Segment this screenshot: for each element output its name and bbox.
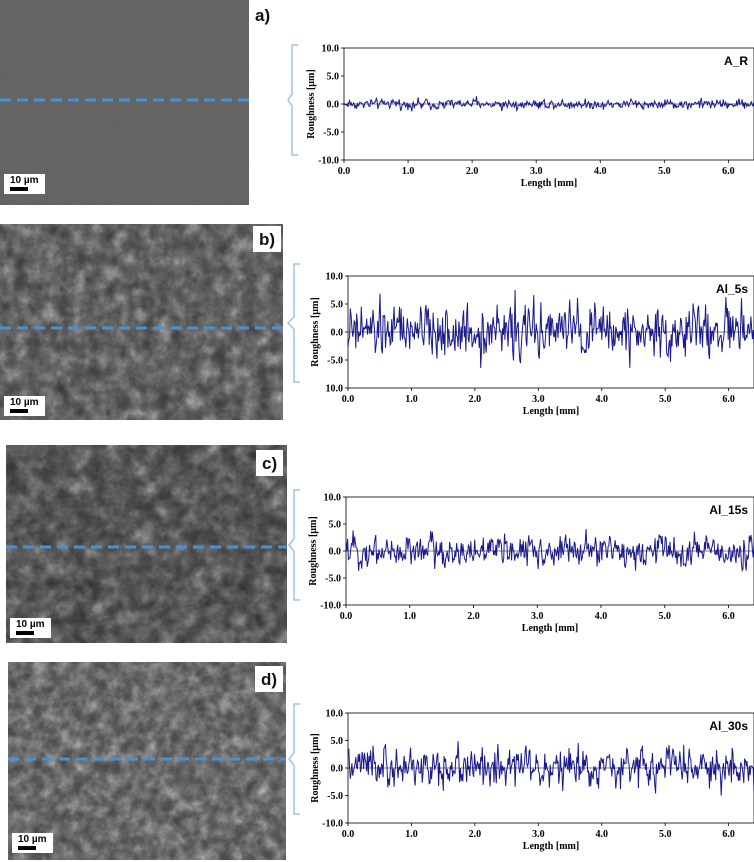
panel-label-b: b): [253, 226, 282, 252]
x-tick-label: 1.0: [405, 829, 418, 840]
x-tick-label: 3.0: [532, 829, 545, 840]
roughness-trace: [343, 96, 754, 113]
x-tick-label: 3.0: [530, 166, 543, 177]
y-tick-label: -5.0: [323, 128, 339, 139]
x-axis-label: Length [mm]: [523, 841, 579, 852]
x-tick-label: 3.0: [532, 394, 545, 405]
sem-image-b: [0, 224, 283, 420]
x-tick-label: 1.0: [402, 166, 415, 177]
x-tick-label: 6.0: [722, 829, 735, 840]
x-tick-label: 6.0: [722, 394, 735, 405]
x-axis-label: Length [mm]: [522, 623, 578, 634]
y-tick-label: -5.0: [327, 791, 343, 802]
panel-label-d: d): [255, 666, 284, 692]
chart-svg: 10.05.00.0-5.010.00.0 1.0 2.0 3.0 4.0 5.0 6.0L…: [310, 272, 754, 417]
series-label: Al_5s: [716, 282, 748, 296]
x-tick-label: 1.0: [405, 394, 418, 405]
x-axis-label: Length [mm]: [523, 406, 579, 417]
x-tick-label: 6.0: [722, 166, 735, 177]
bracket-d: [288, 703, 300, 815]
y-axis-label: Roughness [µm]: [308, 516, 319, 585]
x-tick-label: 5.0: [659, 611, 672, 622]
x-tick-label: 4.0: [595, 611, 608, 622]
y-tick-label: -10.0: [318, 156, 339, 167]
y-tick-label: 5.0: [331, 736, 344, 747]
bracket-b: [286, 263, 300, 383]
x-tick-label: 2.0: [469, 394, 482, 405]
x-tick-label: 0.0: [342, 394, 355, 405]
y-tick-label: 10.0: [326, 709, 344, 720]
y-tick-label: 0.0: [331, 328, 344, 339]
bracket-a: [287, 44, 298, 156]
y-tick-label: 0.0: [329, 547, 342, 558]
scale-bar-label: 10 µm: [18, 834, 47, 845]
roughness-trace: [345, 528, 754, 573]
y-tick-label: -10.0: [322, 819, 343, 830]
y-tick-label: -10.0: [320, 601, 341, 612]
x-tick-label: 0.0: [338, 166, 351, 177]
x-tick-label: 0.0: [340, 611, 353, 622]
y-tick-label: -5.0: [325, 574, 341, 585]
chart-svg: 10.05.00.0-5.0-10.00.0 1.0 2.0 3.0 4.0 5.0 6.0…: [310, 709, 754, 852]
x-tick-label: 4.0: [596, 394, 609, 405]
roughness-chart-b: 10.0 5.0 0.0 -5.0 10.0 0.0 1.0 2.0 3.0 4.0 5.0 6.0 L…: [300, 266, 754, 418]
y-axis-label: Roughness [µm]: [310, 733, 321, 802]
y-tick-label: 0.0: [327, 100, 340, 111]
x-tick-label: 5.0: [658, 166, 671, 177]
x-tick-label: 2.0: [469, 829, 482, 840]
chart-svg: 10.05.00.0-5.0-10.00.0 1.0 2.0 3.0 4.0 5.0 6.0…: [306, 44, 754, 189]
scale-bar-a: 10 µm: [4, 174, 45, 194]
y-tick-label: 5.0: [331, 300, 344, 311]
y-tick-label: -5.0: [327, 356, 343, 367]
x-tick-label: 2.0: [467, 611, 480, 622]
y-axis-label: Roughness [µm]: [306, 69, 317, 138]
series-label: A_R: [724, 54, 748, 68]
y-tick-label: 10.0: [324, 493, 342, 504]
scale-bar-c: 10 µm: [10, 618, 51, 638]
roughness-chart-c: 10.0 5.0 0.0 -5.0 -10.0 0.0 1.0 2.0 3.0 4.0 5.0 6.0…: [298, 487, 754, 635]
series-label: Al_15s: [709, 503, 748, 517]
x-tick-label: 2.0: [466, 166, 479, 177]
series-label: Al_30s: [709, 719, 748, 733]
y-tick-label: 5.0: [329, 520, 342, 531]
y-tick-label: 10.0: [326, 272, 344, 283]
roughness-trace: [347, 289, 754, 369]
scale-bar-label: 10 µm: [10, 397, 39, 408]
roughness-chart-d: 10.0 5.0 0.0 -5.0 -10.0 0.0 1.0 2.0 3.0 4.0 5.0 6.0…: [300, 703, 754, 853]
bracket-c: [288, 489, 300, 601]
x-tick-label: 0.0: [342, 829, 355, 840]
panel-label-c: c): [256, 450, 284, 476]
y-tick-label: 10.0: [322, 44, 340, 55]
x-tick-label: 4.0: [594, 166, 607, 177]
scale-bar-d: 10 µm: [12, 833, 53, 853]
roughness-chart-a: 10.0 5.0 0.0 -5.0 -10.0 0.0 1.0 2.0 3.0 4.0 5.0 6.0…: [296, 38, 754, 190]
y-tick-label: 0.0: [331, 764, 344, 775]
x-axis-label: Length [mm]: [521, 178, 577, 189]
sem-image-c: [6, 445, 287, 643]
sem-image-a: [0, 0, 249, 205]
scale-bar-label: 10 µm: [10, 175, 39, 186]
scale-bar-label: 10 µm: [16, 619, 45, 630]
y-tick-label: 5.0: [327, 72, 340, 83]
x-tick-label: 5.0: [659, 829, 672, 840]
x-tick-label: 1.0: [404, 611, 417, 622]
x-tick-label: 6.0: [722, 611, 735, 622]
y-axis-label: Roughness [µm]: [310, 297, 321, 366]
x-tick-label: 3.0: [531, 611, 544, 622]
panel-label-a: a): [249, 2, 277, 28]
roughness-trace: [347, 741, 754, 796]
y-tick-label: 10.0: [326, 384, 344, 395]
x-tick-label: 5.0: [659, 394, 672, 405]
x-tick-label: 4.0: [596, 829, 609, 840]
chart-svg: 10.05.00.0-5.0-10.00.0 1.0 2.0 3.0 4.0 5.0 6.0…: [308, 493, 754, 634]
scale-bar-b: 10 µm: [4, 396, 45, 416]
sem-image-d: [8, 662, 286, 860]
